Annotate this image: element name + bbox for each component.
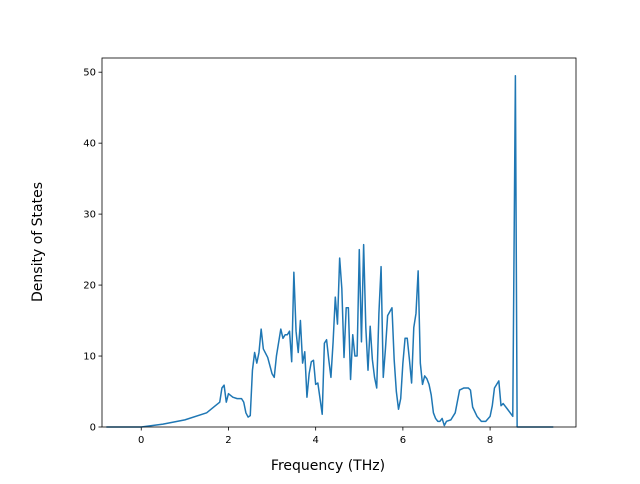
y-tick-label: 20 bbox=[83, 281, 96, 292]
x-tick-label: 4 bbox=[312, 435, 318, 446]
x-tick-label: 0 bbox=[138, 435, 144, 446]
axes-frame bbox=[101, 57, 577, 428]
x-tick-label: 6 bbox=[400, 435, 406, 446]
y-axis-label: Density of States bbox=[30, 182, 46, 302]
x-tick-label: 2 bbox=[225, 435, 231, 446]
y-tick-label: 50 bbox=[83, 68, 96, 79]
x-axis-label: Frequency (THz) bbox=[271, 458, 385, 474]
x-tick-label: 8 bbox=[487, 435, 493, 446]
line-series bbox=[106, 74, 554, 428]
y-tick-label: 30 bbox=[83, 210, 96, 221]
y-tick-label: 0 bbox=[90, 423, 96, 434]
y-tick-label: 10 bbox=[83, 352, 96, 363]
y-tick-label: 40 bbox=[83, 139, 96, 150]
